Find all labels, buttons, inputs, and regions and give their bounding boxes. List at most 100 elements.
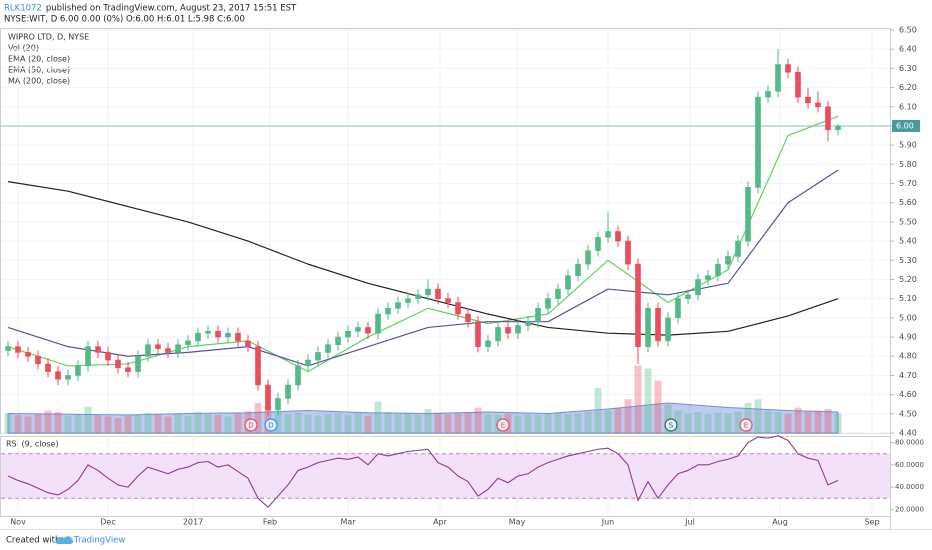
candle-body — [365, 327, 371, 334]
candle-body — [105, 352, 111, 361]
volume-bar — [384, 412, 392, 433]
volume-bar — [114, 418, 122, 433]
candle-body — [355, 327, 361, 332]
x-tick-label: Dec — [100, 518, 115, 527]
footer: Created with — [6, 536, 60, 546]
y-tick-label: 4.80 — [899, 352, 917, 361]
volume-bar — [674, 410, 682, 433]
volume-bar — [314, 415, 322, 433]
volume-bar — [144, 412, 152, 433]
candle-body — [515, 325, 521, 334]
y-tick-label: 4.70 — [899, 371, 917, 380]
event-label: D — [268, 422, 273, 430]
candle-body — [815, 102, 821, 108]
y-tick-label: 4.60 — [899, 390, 917, 399]
candle-body — [745, 187, 751, 242]
volume-bar — [304, 415, 312, 433]
volume-bar — [614, 407, 622, 433]
volume-bar — [534, 415, 542, 433]
volume-bar — [764, 410, 772, 433]
candle-body — [755, 96, 761, 188]
y-tick-label: 6.40 — [899, 45, 917, 54]
volume-bar — [664, 404, 672, 433]
volume-bar — [64, 415, 72, 433]
candle-body — [205, 330, 211, 334]
candle-body — [315, 352, 321, 361]
volume-bar — [704, 414, 712, 433]
event-marker — [244, 418, 258, 432]
symbol-line: NYSE:WIT, D 6.00 0.00 (0%) O:6.00 H:6.01… — [4, 15, 245, 25]
candle-body — [185, 340, 191, 346]
volume-bar — [744, 403, 752, 433]
volume-bar — [574, 413, 582, 433]
y-tick-label: 5.80 — [899, 160, 917, 169]
candle-body — [225, 332, 231, 338]
event-marker — [664, 418, 678, 432]
candle-body — [25, 352, 31, 357]
volume-bar — [374, 401, 382, 433]
candle-body — [405, 298, 411, 303]
volume-bar — [784, 413, 792, 433]
candle-body — [215, 330, 221, 338]
volume-bar — [644, 368, 652, 433]
volume-bar — [324, 414, 332, 433]
volume-bar — [44, 410, 52, 433]
volume-bar — [464, 412, 472, 433]
volume-bar — [444, 414, 452, 433]
candle-body — [415, 294, 421, 299]
volume-bar — [164, 416, 172, 433]
volume-bar — [734, 411, 742, 433]
candle-body — [75, 365, 81, 376]
volume-bar — [274, 412, 282, 433]
candle-body — [735, 240, 741, 257]
y-tick-label: 6.20 — [899, 83, 917, 92]
candle-body — [445, 298, 451, 303]
candle-body — [715, 263, 721, 276]
candle-body — [285, 384, 291, 399]
candle-body — [635, 263, 641, 347]
volume-bar — [234, 413, 242, 433]
x-tick-label: Feb — [263, 518, 277, 527]
candle-body — [245, 340, 251, 347]
candle-body — [95, 346, 101, 353]
candle-body — [65, 375, 71, 380]
volume-bar — [394, 414, 402, 433]
volume-bar — [364, 415, 372, 433]
x-tick-label: Jun — [601, 518, 615, 527]
volume-bar — [204, 414, 212, 433]
legend-volume: Vol (20) — [8, 44, 39, 53]
volume-bar — [814, 410, 822, 433]
volume-bar — [804, 412, 812, 433]
candle-body — [765, 91, 771, 98]
event-marker — [496, 418, 510, 432]
candle-body — [435, 288, 441, 299]
y-tick-label: 5.90 — [899, 141, 917, 150]
candle-body — [795, 71, 801, 98]
candle-body — [495, 327, 501, 342]
volume-bar — [584, 412, 592, 433]
volume-bar — [334, 413, 342, 433]
candle-body — [645, 307, 651, 347]
volume-bar — [654, 380, 662, 433]
y-tick-label: 6.50 — [899, 26, 917, 35]
candle-body — [265, 384, 271, 411]
candle-body — [5, 346, 11, 351]
y-tick-label: 6.30 — [899, 64, 917, 73]
candle-body — [615, 231, 621, 242]
candle-body — [145, 344, 151, 357]
volume-bar — [294, 412, 302, 433]
rsi-line — [7, 435, 839, 508]
candle-body — [725, 256, 731, 265]
volume-bar — [154, 415, 162, 433]
volume-bar — [514, 415, 522, 433]
x-tick-label: 2017 — [183, 518, 203, 527]
volume-bar — [74, 414, 82, 433]
volume-bar — [194, 412, 202, 433]
volume-bar — [454, 413, 462, 433]
candle-body — [585, 250, 591, 265]
legend-title: WIPRO LTD, D, NYSE — [8, 33, 89, 42]
volume-bar — [794, 407, 802, 433]
volume-bar — [754, 399, 762, 433]
volume-bar — [34, 414, 42, 433]
